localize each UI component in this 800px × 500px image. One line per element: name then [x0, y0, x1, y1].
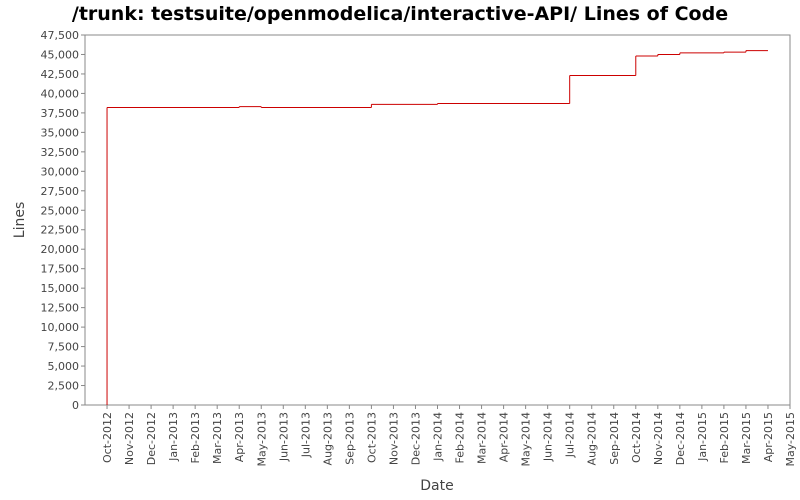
- x-tick-label: Aug-2013: [321, 412, 334, 465]
- x-tick-label: Sep-2013: [343, 412, 356, 465]
- x-tick-label: Apr-2013: [233, 412, 246, 462]
- x-tick-label: Nov-2014: [652, 412, 665, 465]
- y-tick-label: 5,000: [48, 360, 80, 373]
- x-tick-label: Aug-2014: [586, 412, 599, 465]
- x-tick-label: May-2015: [784, 412, 797, 467]
- x-tick-label: Mar-2014: [476, 412, 489, 464]
- y-tick-label: 17,500: [41, 263, 80, 276]
- x-tick-label: Oct-2012: [101, 412, 114, 463]
- x-tick-label: Mar-2013: [211, 412, 224, 464]
- y-tick-label: 32,500: [41, 146, 80, 159]
- x-tick-label: May-2014: [520, 412, 533, 467]
- x-tick-label: Apr-2015: [762, 412, 775, 462]
- x-tick-label: May-2013: [255, 412, 268, 467]
- x-tick-label: Jul-2013: [299, 412, 312, 458]
- y-tick-label: 25,000: [41, 204, 80, 217]
- y-tick-label: 47,500: [41, 29, 80, 42]
- y-axis-label: Lines: [12, 202, 28, 238]
- x-tick-label: Dec-2014: [674, 412, 687, 465]
- x-tick-label: Jan-2015: [696, 412, 709, 462]
- y-tick-label: 27,500: [41, 185, 80, 198]
- plot-area: [84, 34, 791, 406]
- y-tick-label: 37,500: [41, 107, 80, 120]
- x-tick-label: Apr-2014: [498, 412, 511, 462]
- x-tick-label: Jun-2013: [277, 412, 290, 462]
- x-tick-label: Dec-2013: [409, 412, 422, 465]
- y-tick-label: 0: [72, 399, 79, 412]
- x-tick-label: Feb-2015: [718, 412, 731, 463]
- x-tick-label: Nov-2012: [123, 412, 136, 465]
- x-tick-label: Oct-2014: [630, 412, 643, 463]
- y-tick-label: 30,000: [41, 165, 80, 178]
- x-tick-label: Jan-2014: [432, 412, 445, 462]
- y-tick-label: 2,500: [48, 380, 80, 393]
- chart-title: /trunk: testsuite/openmodelica/interacti…: [72, 3, 728, 25]
- x-tick-label: Jan-2013: [167, 412, 180, 462]
- y-tick-label: 20,000: [41, 243, 80, 256]
- x-tick-label: Jul-2014: [564, 412, 577, 458]
- y-tick-label: 15,000: [41, 282, 80, 295]
- y-tick-label: 35,000: [41, 126, 80, 139]
- x-tick-label: Sep-2014: [608, 412, 621, 465]
- y-tick-label: 45,000: [41, 48, 80, 61]
- y-tick-label: 22,500: [41, 224, 80, 237]
- y-tick-label: 40,000: [41, 87, 80, 100]
- y-tick-label: 12,500: [41, 302, 80, 315]
- y-tick-label: 42,500: [41, 68, 80, 81]
- x-tick-label: Jun-2014: [542, 412, 555, 462]
- x-tick-label: Nov-2013: [387, 412, 400, 465]
- y-tick-label: 7,500: [48, 341, 80, 354]
- x-tick-label: Mar-2015: [740, 412, 753, 464]
- x-axis-label: Date: [420, 478, 453, 494]
- x-tick-label: Dec-2012: [145, 412, 158, 465]
- y-tick-label: 10,000: [41, 321, 80, 334]
- x-tick-label: Oct-2013: [365, 412, 378, 463]
- x-tick-label: Feb-2014: [454, 412, 467, 463]
- x-tick-label: Feb-2013: [189, 412, 202, 463]
